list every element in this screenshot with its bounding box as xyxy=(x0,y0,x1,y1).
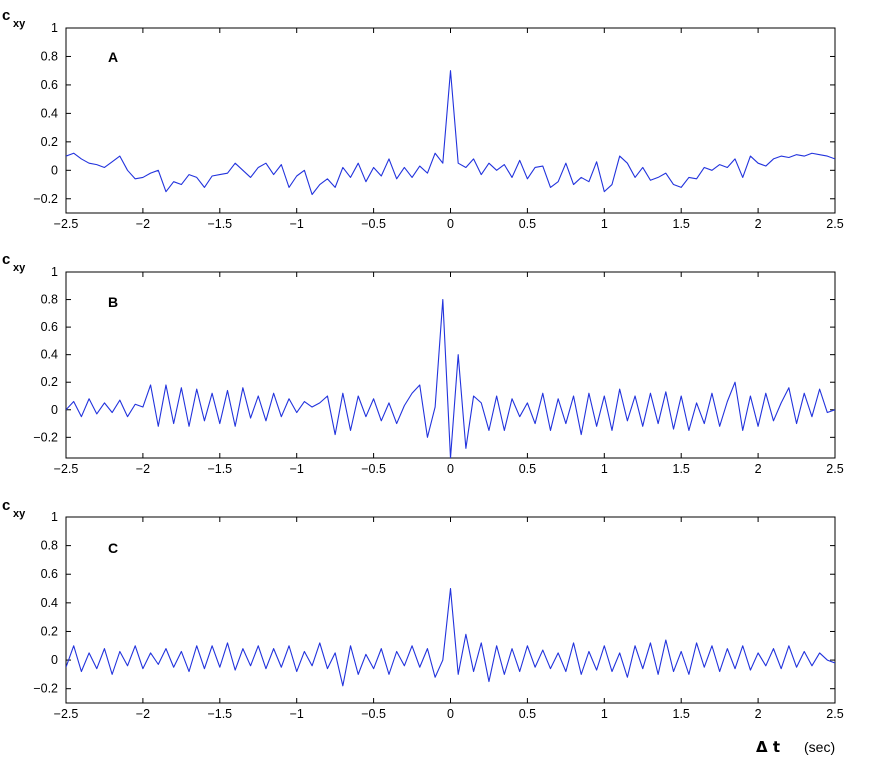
y-tick-label: 0.8 xyxy=(41,293,58,307)
panel-label-b: B xyxy=(108,294,118,310)
y-tick-label: 0.6 xyxy=(41,78,58,92)
x-tick-label: −2 xyxy=(136,707,150,721)
xlabel-unit: (sec) xyxy=(804,739,835,755)
x-tick-label: 1.5 xyxy=(673,217,690,231)
xlabel-symbol: Δ t xyxy=(756,738,780,756)
plot-frame-b xyxy=(65,271,836,459)
y-tick-label: 0.2 xyxy=(41,135,58,149)
x-tick-label: −0.5 xyxy=(361,462,386,476)
y-tick-label: 0.4 xyxy=(41,348,58,362)
x-tick-label: 0.5 xyxy=(519,217,536,231)
x-tick-label: −1 xyxy=(290,707,304,721)
x-tick-label: −1.5 xyxy=(207,217,232,231)
correlation-line-b xyxy=(66,299,835,458)
y-tick-label: 0.4 xyxy=(41,596,58,610)
x-tick-label: 0.5 xyxy=(519,462,536,476)
x-tick-label: −0.5 xyxy=(361,217,386,231)
y-tick-label: −0.2 xyxy=(33,682,58,696)
y-tick-label: 0 xyxy=(51,163,58,177)
x-tick-label: 2.5 xyxy=(826,707,843,721)
panel-label-c: C xyxy=(108,540,118,556)
correlation-line-c xyxy=(66,587,835,687)
x-tick-label: −1 xyxy=(290,462,304,476)
x-tick-label: 2 xyxy=(755,707,762,721)
y-tick-label: 1 xyxy=(51,265,58,279)
y-tick-label: 0.8 xyxy=(41,49,58,63)
ylabel-b: c xyxy=(2,251,10,268)
panel-b: c xy B −2.5 −2 −1.5 −1 −0.5 0 0.5 1 1.5 2 2.5 −0.2 0… xyxy=(2,251,844,476)
x-tick-label: 0 xyxy=(447,462,454,476)
panel-a: c xy A −2.5 −2 −1.5 −1 −0.5 0 0.5 1 1.5 2 2.5 −0.2 0… xyxy=(2,7,844,231)
y-tick-label: 0.2 xyxy=(41,624,58,638)
ylabel-sub-c: xy xyxy=(13,508,26,520)
x-tick-label: −2 xyxy=(136,217,150,231)
y-tick-label: 0.2 xyxy=(41,375,58,389)
ylabel-a: c xyxy=(2,7,10,24)
y-tick-label: 0.6 xyxy=(41,567,58,581)
y-tick-label: 0 xyxy=(51,653,58,667)
x-tick-label: −1.5 xyxy=(207,462,232,476)
x-tick-label: 0.5 xyxy=(519,707,536,721)
x-tick-label: −2.5 xyxy=(54,707,79,721)
y-tick-label: 0 xyxy=(51,403,58,417)
y-tick-label: −0.2 xyxy=(33,192,58,206)
x-tick-label: 1.5 xyxy=(673,707,690,721)
plot-frame-a xyxy=(65,27,836,214)
y-tick-label: −0.2 xyxy=(33,430,58,444)
x-tick-label: −2.5 xyxy=(54,462,79,476)
x-tick-label: 0 xyxy=(447,707,454,721)
x-tick-label: −1 xyxy=(290,217,304,231)
y-tick-label: 0.8 xyxy=(41,539,58,553)
x-tick-label: −1.5 xyxy=(207,707,232,721)
x-tick-label: 1.5 xyxy=(673,462,690,476)
y-tick-label: 0.6 xyxy=(41,320,58,334)
panel-label-a: A xyxy=(108,49,118,65)
x-tick-label: 2 xyxy=(755,217,762,231)
y-tick-label: 1 xyxy=(51,510,58,524)
x-tick-label: 2.5 xyxy=(826,462,843,476)
x-tick-label: −2.5 xyxy=(54,217,79,231)
plot-frame-c xyxy=(65,516,836,704)
x-tick-label: 1 xyxy=(601,707,608,721)
x-tick-label: 1 xyxy=(601,217,608,231)
ylabel-c: c xyxy=(2,497,10,514)
x-tick-label: 2 xyxy=(755,462,762,476)
x-tick-label: 1 xyxy=(601,462,608,476)
x-tick-label: 2.5 xyxy=(826,217,843,231)
ylabel-sub-b: xy xyxy=(13,262,26,274)
y-tick-label: 0.4 xyxy=(41,106,58,120)
x-tick-label: 0 xyxy=(447,217,454,231)
y-tick-label: 1 xyxy=(51,21,58,35)
x-tick-label: −0.5 xyxy=(361,707,386,721)
panel-c: c xy C −2.5 −2 −1.5 −1 −0.5 0 0.5 1 1.5 2 2.5 −0.2 0… xyxy=(2,497,844,721)
ylabel-sub-a: xy xyxy=(13,18,26,30)
x-tick-label: −2 xyxy=(136,462,150,476)
correlation-line-a xyxy=(66,70,835,196)
